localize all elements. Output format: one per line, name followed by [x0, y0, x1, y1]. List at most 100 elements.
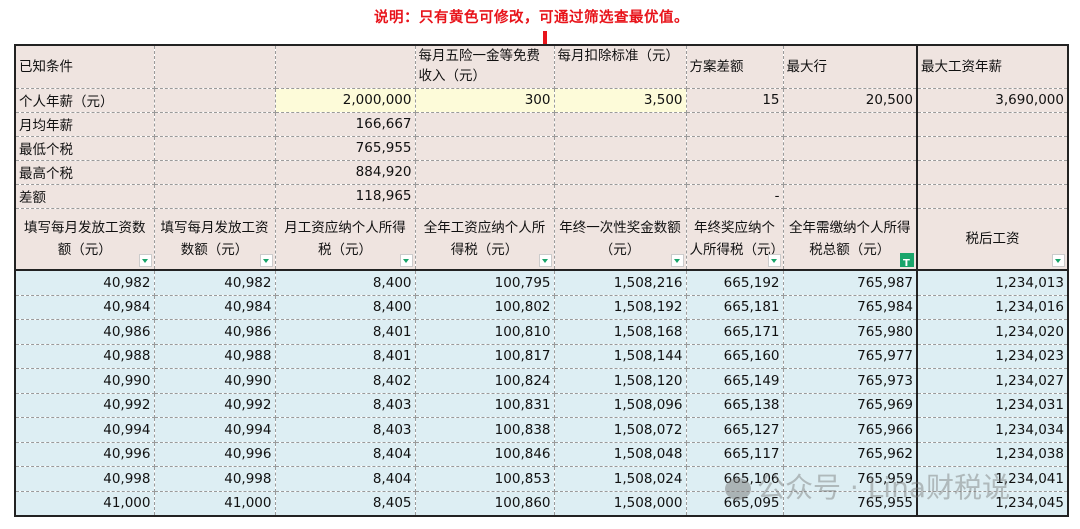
table-cell[interactable]: 765,984 — [782, 294, 918, 320]
table-cell[interactable]: 1,508,072 — [553, 417, 687, 443]
table-cell[interactable]: 100,817 — [414, 343, 555, 369]
empty-cell — [782, 159, 918, 185]
table-cell[interactable]: 8,400 — [274, 269, 416, 296]
deduction-input[interactable]: 3,500 — [553, 87, 687, 113]
filter-dropdown-icon[interactable] — [670, 254, 684, 267]
max-row-value: 20,500 — [782, 87, 918, 113]
table-cell[interactable]: 100,846 — [414, 441, 555, 467]
table-cell[interactable]: 1,508,048 — [553, 441, 687, 467]
table-cell[interactable]: 665,181 — [685, 294, 784, 320]
table-cell[interactable]: 8,401 — [274, 343, 416, 369]
empty-cell — [782, 111, 918, 137]
empty-cell — [782, 183, 918, 209]
table-cell[interactable]: 765,977 — [782, 343, 918, 369]
table-cell[interactable]: 40,994 — [153, 417, 276, 443]
table-cell[interactable]: 765,966 — [782, 417, 918, 443]
table-cell[interactable]: 765,973 — [782, 368, 918, 394]
filter-active-icon[interactable] — [900, 253, 914, 268]
table-cell[interactable]: 40,988 — [14, 343, 155, 369]
table-cell[interactable]: 100,853 — [414, 466, 555, 492]
table-cell[interactable]: 40,990 — [14, 368, 155, 394]
table-cell[interactable]: 765,980 — [782, 319, 918, 345]
table-cell[interactable]: 40,982 — [153, 269, 276, 296]
table-cell[interactable]: 665,192 — [685, 269, 784, 296]
table-cell[interactable]: 100,838 — [414, 417, 555, 443]
summary-label: 最低个税 — [14, 135, 155, 161]
table-cell[interactable]: 8,402 — [274, 368, 416, 394]
table-cell[interactable]: 8,400 — [274, 294, 416, 320]
table-cell[interactable]: 1,234,041 — [916, 466, 1069, 492]
empty-cell — [916, 183, 1069, 209]
table-row: 40,992 40,992 8,403 100,831 1,508,096 665,138… — [14, 392, 1069, 418]
table-cell[interactable]: 1,234,027 — [916, 368, 1069, 394]
filter-dropdown-icon[interactable] — [538, 254, 552, 267]
table-cell[interactable]: 40,998 — [153, 466, 276, 492]
table-cell[interactable]: 1,234,034 — [916, 417, 1069, 443]
table-cell[interactable]: 665,138 — [685, 392, 784, 418]
table-cell[interactable]: 765,987 — [782, 269, 918, 296]
table-cell[interactable]: 40,996 — [14, 441, 155, 467]
table-cell[interactable]: 8,405 — [274, 490, 416, 517]
table-cell[interactable]: 100,795 — [414, 269, 555, 296]
table-cell[interactable]: 41,000 — [153, 490, 276, 517]
insurance-input[interactable]: 300 — [414, 87, 555, 113]
table-cell[interactable]: 1,234,031 — [916, 392, 1069, 418]
table-cell[interactable]: 100,831 — [414, 392, 555, 418]
annual-salary-label: 个人年薪（元） — [14, 87, 155, 113]
table-cell[interactable]: 40,982 — [14, 269, 155, 296]
table-cell[interactable]: 765,969 — [782, 392, 918, 418]
table-cell[interactable]: 1,234,045 — [916, 490, 1069, 517]
table-cell[interactable]: 8,404 — [274, 441, 416, 467]
filter-dropdown-icon[interactable] — [399, 254, 413, 267]
table-cell[interactable]: 40,986 — [14, 319, 155, 345]
table-cell[interactable]: 665,171 — [685, 319, 784, 345]
table-cell[interactable]: 40,992 — [14, 392, 155, 418]
table-cell[interactable]: 8,403 — [274, 392, 416, 418]
table-cell[interactable]: 41,000 — [14, 490, 155, 517]
table-cell[interactable]: 1,508,216 — [553, 269, 687, 296]
table-cell[interactable]: 8,401 — [274, 319, 416, 345]
table-cell[interactable]: 40,986 — [153, 319, 276, 345]
table-cell[interactable]: 665,127 — [685, 417, 784, 443]
table-cell[interactable]: 40,984 — [153, 294, 276, 320]
table-cell[interactable]: 1,234,016 — [916, 294, 1069, 320]
table-cell[interactable]: 1,234,023 — [916, 343, 1069, 369]
table-cell[interactable]: 100,810 — [414, 319, 555, 345]
table-cell[interactable]: 665,149 — [685, 368, 784, 394]
table-cell[interactable]: 40,994 — [14, 417, 155, 443]
table-cell[interactable]: 8,403 — [274, 417, 416, 443]
table-cell[interactable]: 1,508,000 — [553, 490, 687, 517]
table-cell[interactable]: 100,860 — [414, 490, 555, 517]
table-cell[interactable]: 1,508,120 — [553, 368, 687, 394]
table-cell[interactable]: 40,988 — [153, 343, 276, 369]
table-cell[interactable]: 40,984 — [14, 294, 155, 320]
table-cell[interactable]: 1,234,038 — [916, 441, 1069, 467]
table-cell[interactable]: 1,508,096 — [553, 392, 687, 418]
annual-salary-input[interactable]: 2,000,000 — [274, 87, 416, 113]
table-cell[interactable]: 100,824 — [414, 368, 555, 394]
table-cell[interactable]: 1,508,192 — [553, 294, 687, 320]
table-cell[interactable]: 40,998 — [14, 466, 155, 492]
table-cell[interactable]: 765,962 — [782, 441, 918, 467]
table-cell[interactable]: 665,095 — [685, 490, 784, 517]
table-cell[interactable]: 1,234,013 — [916, 269, 1069, 296]
table-cell[interactable]: 1,508,024 — [553, 466, 687, 492]
empty-cell — [153, 44, 276, 89]
table-cell[interactable]: 1,508,144 — [553, 343, 687, 369]
table-cell[interactable]: 665,160 — [685, 343, 784, 369]
table-cell[interactable]: 765,959 — [782, 466, 918, 492]
table-cell[interactable]: 8,404 — [274, 466, 416, 492]
table-cell[interactable]: 1,234,020 — [916, 319, 1069, 345]
table-cell[interactable]: 40,996 — [153, 441, 276, 467]
filter-dropdown-icon[interactable] — [1052, 254, 1065, 267]
filter-dropdown-icon[interactable] — [138, 254, 152, 267]
table-cell[interactable]: 665,117 — [685, 441, 784, 467]
table-cell[interactable]: 765,955 — [782, 490, 918, 517]
filter-dropdown-icon[interactable] — [767, 254, 781, 267]
table-cell[interactable]: 1,508,168 — [553, 319, 687, 345]
table-cell[interactable]: 665,106 — [685, 466, 784, 492]
table-cell[interactable]: 40,990 — [153, 368, 276, 394]
filter-dropdown-icon[interactable] — [259, 254, 273, 267]
table-cell[interactable]: 40,992 — [153, 392, 276, 418]
table-cell[interactable]: 100,802 — [414, 294, 555, 320]
